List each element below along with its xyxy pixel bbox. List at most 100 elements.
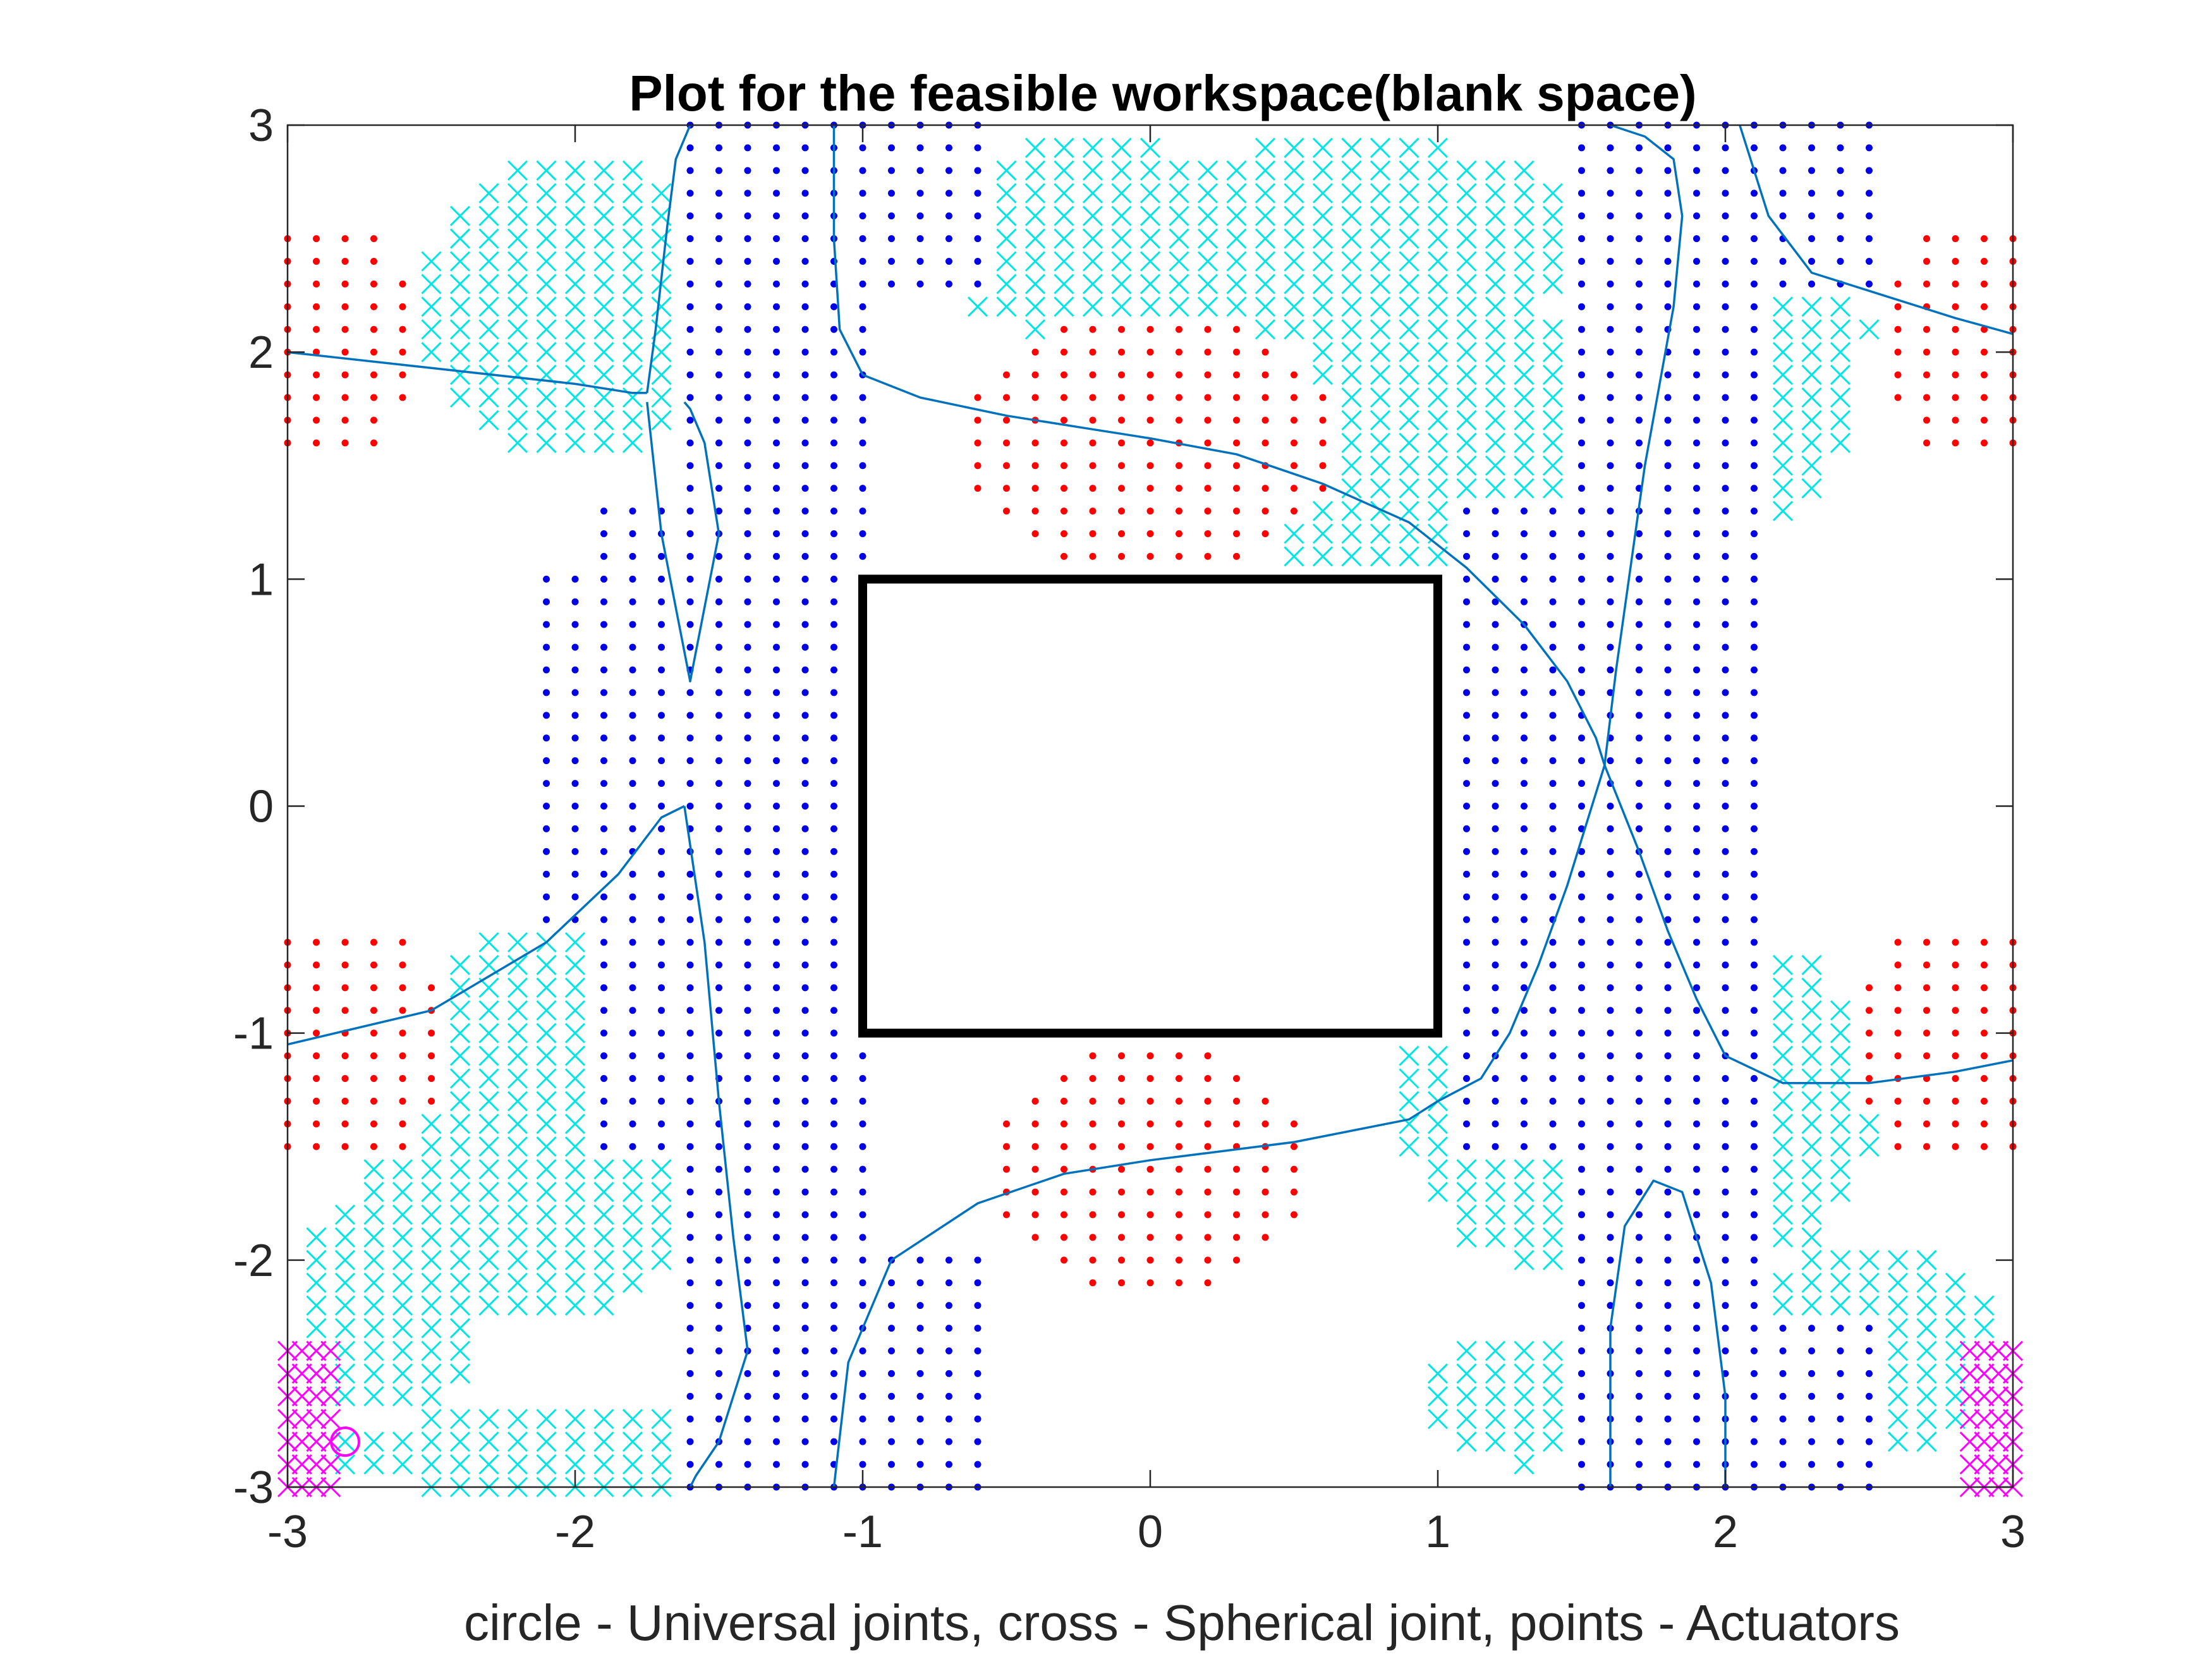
actuator-point	[1779, 212, 1787, 220]
actuator-point	[830, 916, 837, 923]
actuator-point	[945, 1325, 952, 1332]
actuator-point	[1779, 1347, 1787, 1354]
spherical-joint-cross	[1054, 296, 1074, 317]
actuator-point	[1060, 530, 1067, 537]
actuator-point	[1693, 462, 1700, 470]
spherical-joint-cross	[1312, 523, 1334, 544]
spherical-joint-cross	[967, 296, 988, 317]
spherical-joint-cross	[1312, 205, 1334, 226]
spherical-joint-cross	[651, 1159, 672, 1180]
actuator-point	[1722, 167, 1729, 174]
actuator-point	[1636, 1143, 1643, 1150]
actuator-point	[571, 666, 579, 674]
actuator-point	[1808, 1370, 1815, 1377]
actuator-point	[1952, 1007, 1959, 1014]
spherical-joint-cross	[1370, 478, 1391, 499]
actuator-point	[1722, 916, 1729, 923]
spherical-joint-cross	[622, 319, 643, 340]
actuator-point	[1751, 893, 1758, 901]
actuator-point	[916, 235, 924, 243]
actuator-point	[1779, 1438, 1787, 1445]
spherical-joint-cross	[1111, 296, 1132, 317]
spherical-joint-cross	[1801, 1182, 1822, 1203]
spherical-joint-cross	[1772, 954, 1794, 975]
actuator-point	[1578, 1302, 1585, 1310]
spherical-joint-cross	[1312, 342, 1334, 363]
actuator-point	[1607, 1211, 1614, 1218]
spherical-joint-cross	[1772, 1227, 1794, 1248]
actuator-point	[801, 643, 809, 651]
actuator-point	[715, 825, 722, 832]
actuator-point	[1578, 371, 1585, 379]
actuator-point	[859, 212, 866, 220]
actuator-point	[1952, 235, 1959, 243]
actuator-point	[859, 1438, 866, 1445]
actuator-point	[1521, 1052, 1528, 1060]
actuator-point	[916, 1461, 924, 1468]
actuator-point	[1204, 485, 1212, 492]
actuator-point	[1664, 598, 1672, 605]
actuator-point	[1636, 780, 1643, 787]
spherical-joint-cross	[1514, 205, 1534, 226]
actuator-point	[1837, 1438, 1844, 1445]
actuator-point	[1664, 939, 1672, 946]
actuator-point	[1664, 258, 1672, 265]
actuator-point	[1636, 939, 1643, 946]
actuator-point	[1578, 485, 1585, 492]
spherical-joint-cross	[1514, 1227, 1534, 1248]
actuator-point	[1693, 1030, 1700, 1037]
actuator-point	[686, 212, 694, 220]
actuator-point	[341, 1075, 349, 1082]
actuator-point	[1693, 1143, 1700, 1150]
spherical-joint-cross	[449, 1363, 471, 1384]
actuator-point	[1722, 1007, 1729, 1014]
actuator-point	[830, 848, 837, 855]
spherical-joint-cross	[1830, 410, 1851, 430]
spherical-joint-cross	[1255, 296, 1276, 317]
actuator-point	[773, 689, 780, 696]
actuator-point	[1118, 348, 1125, 356]
actuator-point	[313, 280, 320, 288]
actuator-point	[974, 1256, 981, 1264]
actuator-point	[1751, 485, 1758, 492]
actuator-point	[1261, 530, 1269, 537]
actuator-point	[715, 1052, 722, 1060]
actuator-point	[773, 1370, 780, 1377]
actuator-point	[1089, 1120, 1097, 1127]
spherical-joint-cross	[651, 1227, 672, 1248]
x-tick-label: 0	[1138, 1507, 1163, 1557]
actuator-point	[629, 916, 636, 923]
magenta-cross	[1959, 1386, 1980, 1407]
spherical-joint-cross	[1370, 523, 1391, 544]
actuator-point	[744, 485, 751, 492]
actuator-point	[1204, 1120, 1212, 1127]
actuator-point	[1492, 1097, 1499, 1105]
spherical-joint-cross	[1887, 1340, 1909, 1361]
actuator-point	[1607, 1075, 1614, 1082]
actuator-point	[1722, 258, 1729, 265]
actuator-point	[830, 485, 837, 492]
spherical-joint-cross	[1485, 455, 1506, 476]
curve-line	[646, 125, 691, 394]
actuator-point	[1003, 1165, 1010, 1173]
spherical-joint-cross	[1370, 137, 1391, 158]
spherical-joint-cross	[564, 1454, 586, 1475]
actuator-point	[1636, 167, 1643, 174]
actuator-point	[1521, 507, 1528, 515]
spherical-joint-cross	[1974, 1318, 1995, 1339]
actuator-point	[1837, 1370, 1844, 1377]
actuator-point	[1578, 803, 1585, 810]
actuator-point	[428, 1097, 435, 1105]
actuator-point	[859, 1097, 866, 1105]
actuator-point	[1549, 848, 1557, 855]
actuator-point	[1664, 1030, 1672, 1037]
actuator-point	[801, 1030, 809, 1037]
actuator-point	[1463, 734, 1470, 742]
actuator-point	[801, 507, 809, 515]
actuator-point	[1003, 371, 1010, 379]
spherical-joint-cross	[1542, 410, 1564, 430]
spherical-joint-cross	[306, 1272, 327, 1293]
actuator-point	[859, 485, 866, 492]
spherical-joint-cross	[564, 1204, 586, 1225]
actuator-point	[1722, 893, 1729, 901]
